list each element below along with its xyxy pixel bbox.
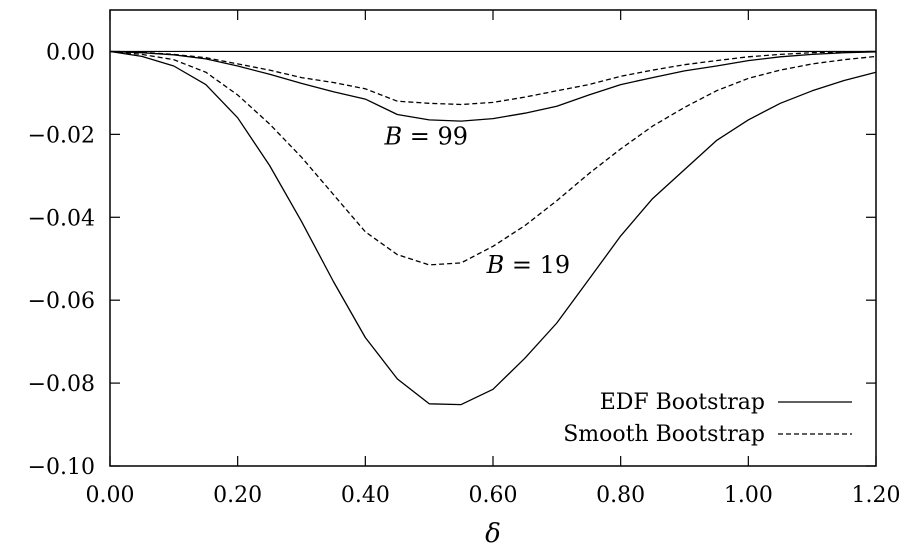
x-tick-label: 1.20 — [852, 483, 901, 508]
smooth-series-b-19-line — [110, 52, 876, 265]
legend: EDF Bootstrap Smooth Bootstrap — [563, 390, 852, 447]
x-tick-label: 0.00 — [86, 483, 135, 508]
edf-series-b-19-line — [110, 52, 876, 405]
y-tick-label: 0.00 — [46, 40, 95, 65]
y-tick-label: −0.02 — [28, 123, 95, 148]
y-tick-label: −0.10 — [28, 455, 95, 480]
legend-label: EDF Bootstrap — [600, 390, 765, 415]
x-tick-label: 1.00 — [724, 483, 773, 508]
x-tick-label: 0.80 — [596, 483, 645, 508]
x-tick-label: 0.20 — [213, 483, 262, 508]
curve-annotation: B = 19 — [486, 251, 571, 279]
legend-label: Smooth Bootstrap — [563, 422, 765, 447]
ticks: 0.00 0.20 0.40 0.60 0.80 1.00 1.20 0.00 −0.02 −0.… — [28, 10, 901, 508]
annotations: B = 99 B = 19 — [383, 123, 570, 280]
curve-annotation: B = 99 — [383, 123, 468, 151]
y-tick-label: −0.08 — [28, 372, 95, 397]
x-axis-label: δ — [485, 519, 501, 549]
x-tick-label: 0.40 — [341, 483, 390, 508]
series-group — [110, 52, 876, 405]
y-tick-label: −0.06 — [28, 289, 95, 314]
y-tick-label: −0.04 — [28, 206, 95, 231]
x-tick-label: 0.60 — [469, 483, 518, 508]
